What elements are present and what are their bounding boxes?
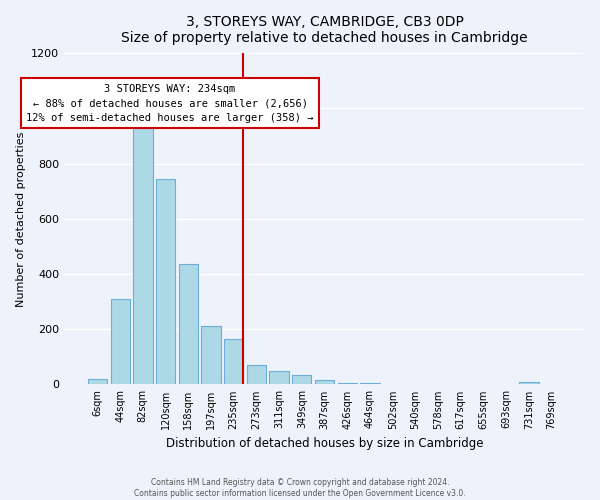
Bar xyxy=(179,264,198,384)
Bar xyxy=(520,382,539,384)
Bar xyxy=(110,299,130,384)
Bar xyxy=(315,380,334,384)
Bar xyxy=(269,372,289,384)
Text: Contains HM Land Registry data © Crown copyright and database right 2024.
Contai: Contains HM Land Registry data © Crown c… xyxy=(134,478,466,498)
Bar xyxy=(88,379,107,384)
X-axis label: Distribution of detached houses by size in Cambridge: Distribution of detached houses by size … xyxy=(166,437,484,450)
Text: 3 STOREYS WAY: 234sqm
← 88% of detached houses are smaller (2,656)
12% of semi-d: 3 STOREYS WAY: 234sqm ← 88% of detached … xyxy=(26,84,314,124)
Bar xyxy=(292,376,311,384)
Bar xyxy=(338,383,357,384)
Bar xyxy=(247,365,266,384)
Bar xyxy=(202,326,221,384)
Bar xyxy=(224,339,244,384)
Title: 3, STOREYS WAY, CAMBRIDGE, CB3 0DP
Size of property relative to detached houses : 3, STOREYS WAY, CAMBRIDGE, CB3 0DP Size … xyxy=(121,15,528,45)
Bar xyxy=(133,120,152,384)
Y-axis label: Number of detached properties: Number of detached properties xyxy=(16,131,26,306)
Bar xyxy=(156,179,175,384)
